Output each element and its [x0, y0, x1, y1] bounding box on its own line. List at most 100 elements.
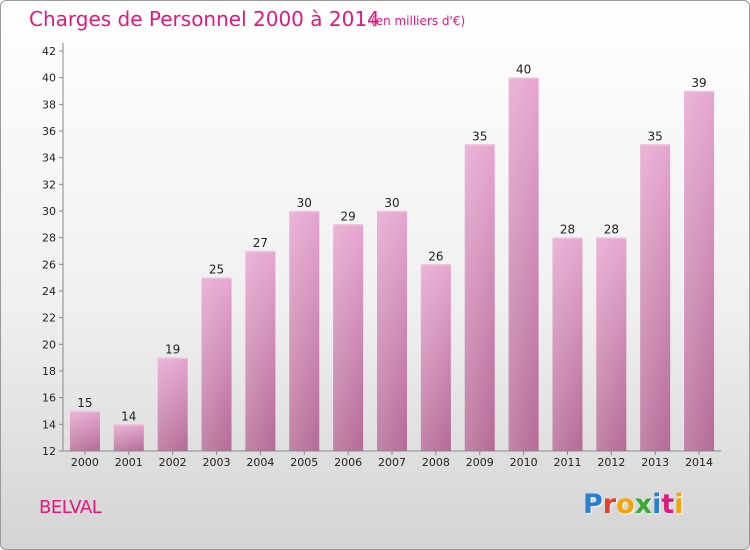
bar-value-label: 15	[77, 396, 92, 410]
x-tick: 2002	[159, 451, 187, 469]
x-tick-label: 2014	[685, 456, 713, 469]
logo-letter: o	[616, 489, 635, 520]
x-tick-label: 2011	[553, 456, 581, 469]
bar-2011: 28	[552, 223, 583, 451]
bar-value-label: 30	[384, 196, 399, 210]
bar-shine	[157, 357, 188, 451]
x-tick-label: 2008	[422, 456, 450, 469]
logo-letter: i	[652, 489, 662, 520]
chart-title: Charges de Personnel 2000 à 2014	[29, 7, 380, 31]
bar-2009: 35	[464, 129, 495, 452]
commune-name: BELVAL	[39, 497, 102, 518]
x-tick: 2004	[246, 451, 274, 469]
x-tick: 2013	[641, 451, 669, 469]
bar-shine	[464, 144, 495, 452]
logo-letter: i	[674, 489, 684, 520]
y-tick-label: 38	[42, 98, 56, 111]
logo-letter: t	[661, 489, 675, 520]
x-tick-label: 2005	[290, 456, 318, 469]
bar-shine	[69, 411, 100, 451]
bar-shine	[552, 237, 583, 451]
y-tick-label: 34	[42, 152, 56, 165]
x-tick: 2012	[597, 451, 625, 469]
x-tick: 2010	[510, 451, 538, 469]
proxiti-logo: Proxiti	[583, 489, 684, 520]
y-tick: 24	[42, 285, 63, 298]
y-tick-label: 18	[42, 365, 56, 378]
bar-value-label: 40	[516, 63, 531, 77]
x-tick-label: 2006	[334, 456, 362, 469]
x-tick: 2003	[203, 451, 231, 469]
y-tick: 26	[42, 258, 63, 271]
y-tick-label: 22	[42, 312, 56, 325]
y-tick-label: 24	[42, 285, 56, 298]
y-tick-label: 40	[42, 72, 56, 85]
y-tick: 16	[42, 392, 63, 405]
bar-value-label: 28	[604, 223, 619, 237]
bar-2004: 27	[245, 236, 276, 451]
y-tick: 14	[42, 418, 63, 431]
bar-shine	[377, 211, 407, 451]
x-tick-label: 2010	[510, 456, 538, 469]
bar-value-label: 29	[340, 209, 355, 223]
x-axis: 2000 2001 2002 2003 2004 2005 2006 2007 2008 2009…	[63, 450, 721, 469]
y-tick: 42	[42, 45, 63, 58]
bar-value-label: 39	[691, 76, 706, 90]
y-tick-label: 16	[42, 392, 56, 405]
y-tick-label: 26	[42, 258, 56, 271]
bar-value-label: 35	[648, 129, 663, 143]
bar-2006: 29	[333, 209, 364, 451]
bar-2002: 19	[157, 343, 188, 451]
bar-shine	[508, 77, 539, 452]
bar-shine	[640, 144, 671, 452]
bar-2000: 15	[69, 396, 100, 451]
logo-letter: r	[602, 489, 617, 520]
bar-shine	[245, 251, 276, 451]
x-tick-label: 2013	[641, 456, 669, 469]
bar-shine	[333, 224, 364, 451]
y-tick: 30	[42, 205, 63, 218]
y-tick: 22	[42, 312, 63, 325]
bar-2012: 28	[596, 223, 627, 451]
bar-value-label: 35	[472, 129, 487, 143]
bar-shine	[113, 424, 144, 451]
bar-value-label: 26	[428, 249, 443, 263]
logo-letter: P	[583, 489, 603, 520]
bar-2005: 30	[289, 196, 320, 451]
x-tick: 2006	[334, 451, 362, 469]
x-tick-label: 2002	[159, 456, 187, 469]
x-tick: 2009	[466, 451, 494, 469]
bar-value-label: 14	[121, 409, 136, 423]
y-tick-label: 14	[42, 418, 56, 431]
x-tick-label: 2004	[246, 456, 274, 469]
logo-letter: x	[634, 489, 653, 520]
y-tick-label: 36	[42, 125, 56, 138]
bar-2010: 40	[508, 63, 539, 452]
x-tick-label: 2003	[203, 456, 231, 469]
x-tick-label: 2007	[378, 456, 406, 469]
bar-value-label: 25	[209, 263, 224, 277]
x-tick-label: 2000	[71, 456, 99, 469]
bar-shine	[684, 91, 715, 451]
y-tick: 36	[42, 125, 63, 138]
bar-2001: 14	[113, 409, 144, 451]
y-tick: 32	[42, 178, 63, 191]
x-tick: 2007	[378, 451, 406, 469]
x-tick-label: 2012	[597, 456, 625, 469]
bar-2007: 30	[377, 196, 407, 451]
y-tick: 20	[42, 338, 63, 351]
y-tick-label: 32	[42, 178, 56, 191]
y-tick: 40	[42, 72, 63, 85]
bar-shine	[420, 264, 451, 451]
x-tick-label: 2009	[466, 456, 494, 469]
y-tick: 34	[42, 152, 63, 165]
x-tick: 2001	[115, 451, 143, 469]
x-tick: 2014	[685, 451, 713, 469]
bar-value-label: 30	[297, 196, 312, 210]
x-tick-label: 2001	[115, 456, 143, 469]
y-tick: 28	[42, 232, 63, 245]
bar-shine	[596, 237, 627, 451]
x-tick: 2000	[71, 451, 99, 469]
